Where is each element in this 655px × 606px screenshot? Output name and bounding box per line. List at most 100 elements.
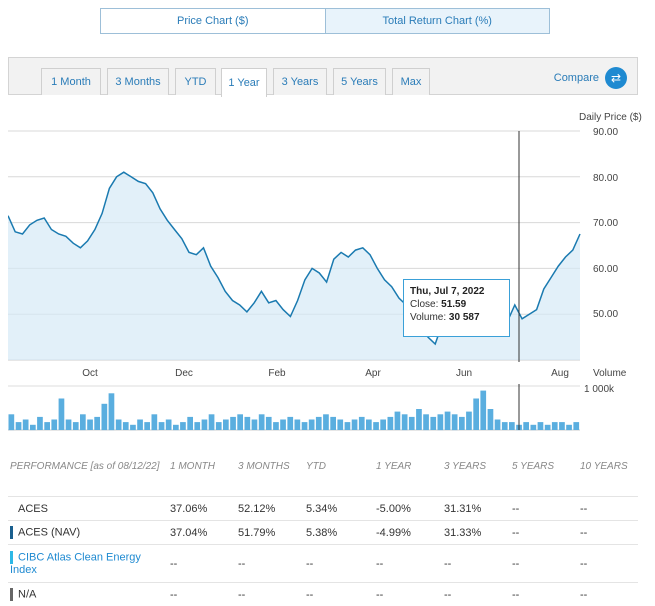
table-row: N/A -- -- -- -- -- -- -- (8, 583, 638, 606)
volume-bar (194, 422, 200, 430)
volume-bar (373, 422, 379, 430)
x-tick-label: Dec (164, 368, 204, 379)
volume-bar (552, 422, 558, 430)
volume-bar (566, 425, 572, 430)
volume-bar (380, 420, 386, 431)
range-3-years-button[interactable]: 3 Years (273, 68, 327, 95)
row-name: ACES (NAV) (8, 521, 168, 545)
column-header: YTD (304, 455, 374, 497)
volume-bar (409, 417, 415, 430)
table-cell: -- (442, 545, 510, 583)
volume-bar (159, 422, 165, 430)
table-cell: -- (510, 583, 578, 606)
volume-bar (87, 420, 93, 431)
compare-label: Compare (554, 72, 599, 84)
volume-bar (538, 422, 544, 430)
volume-bar (280, 420, 286, 431)
volume-bar (345, 422, 351, 430)
y-tick-label: 90.00 (593, 127, 618, 138)
volume-bar (73, 422, 79, 430)
table-cell: 31.33% (442, 521, 510, 545)
tooltip-close-label: Close: (410, 299, 438, 310)
x-tick-label: Jun (444, 368, 484, 379)
table-cell: -- (236, 545, 304, 583)
table-row: CIBC Atlas Clean Energy Index -- -- -- -… (8, 545, 638, 583)
volume-bar (545, 425, 551, 430)
table-cell: -- (168, 583, 236, 606)
volume-bar (180, 422, 186, 430)
range-1-year-button[interactable]: 1 Year (221, 68, 267, 97)
range-3-months-button[interactable]: 3 Months (107, 68, 169, 95)
volume-bar (94, 417, 100, 430)
volume-bar (16, 422, 22, 430)
volume-bar (51, 420, 57, 431)
tooltip-date: Thu, Jul 7, 2022 (410, 286, 484, 297)
table-cell: -- (510, 497, 578, 521)
price-tooltip: Thu, Jul 7, 2022 Close: 51.59 Volume: 30… (403, 279, 510, 337)
range-ytd-button[interactable]: YTD (175, 68, 216, 95)
volume-bar (144, 422, 150, 430)
volume-tick-label: 1 000k (584, 384, 614, 395)
volume-bar (316, 417, 322, 430)
volume-bar (402, 414, 408, 430)
volume-bar (266, 417, 272, 430)
table-cell: -- (578, 545, 638, 583)
table-cell: -4.99% (374, 521, 442, 545)
volume-bar (216, 422, 222, 430)
range-1-month-button[interactable]: 1 Month (41, 68, 101, 95)
volume-bar (230, 417, 236, 430)
volume-bar (187, 417, 193, 430)
column-header: 3 MONTHS (236, 455, 304, 497)
volume-bar (495, 420, 501, 431)
tooltip-volume-label: Volume: (410, 312, 446, 323)
volume-bar (259, 414, 265, 430)
volume-bar (445, 412, 451, 430)
volume-bar (123, 422, 129, 430)
column-header: PERFORMANCE [as of 08/12/22] (8, 455, 168, 497)
series-marker (10, 588, 13, 601)
range-5-years-button[interactable]: 5 Years (333, 68, 386, 95)
index-link[interactable]: CIBC Atlas Clean Energy Index (10, 551, 141, 576)
volume-bar (116, 420, 122, 431)
series-marker (10, 526, 13, 539)
volume-bar (80, 414, 86, 430)
table-cell: -- (578, 497, 638, 521)
total-return-chart-tab[interactable]: Total Return Chart (%) (326, 8, 551, 34)
volume-bar (388, 417, 394, 430)
row-name[interactable]: CIBC Atlas Clean Energy Index (8, 545, 168, 583)
volume-bar (559, 422, 565, 430)
table-cell: -- (304, 545, 374, 583)
volume-bar (173, 425, 179, 430)
volume-bar (452, 414, 458, 430)
table-cell: 37.04% (168, 521, 236, 545)
price-chart-tab[interactable]: Price Chart ($) (100, 8, 326, 34)
table-cell: -- (510, 545, 578, 583)
x-tick-label: Apr (353, 368, 393, 379)
volume-bar (209, 414, 215, 430)
volume-bar (109, 393, 115, 430)
volume-bar (273, 422, 279, 430)
tooltip-volume-value: 30 587 (449, 312, 480, 323)
column-header: 10 YEARS (578, 455, 638, 497)
volume-bar (237, 414, 243, 430)
volume-bar (438, 414, 444, 430)
row-name: N/A (8, 583, 168, 606)
volume-bar (66, 420, 72, 431)
swap-arrows-icon: ⇄ (605, 67, 627, 89)
volume-bar (459, 417, 465, 430)
table-cell: -- (578, 583, 638, 606)
compare-button[interactable]: Compare ⇄ (554, 67, 627, 89)
volume-bar (37, 417, 43, 430)
volume-bar (466, 412, 472, 430)
volume-bar (352, 420, 358, 431)
range-max-button[interactable]: Max (392, 68, 430, 95)
volume-bar (488, 409, 494, 430)
chart-type-toggle: Price Chart ($) Total Return Chart (%) (100, 8, 550, 34)
x-tick-label: Oct (70, 368, 110, 379)
volume-bar (252, 420, 258, 431)
volume-bar (337, 420, 343, 431)
volume-bar (502, 422, 508, 430)
volume-bar (480, 391, 486, 430)
table-cell: -- (374, 583, 442, 606)
volume-bar (523, 422, 529, 430)
